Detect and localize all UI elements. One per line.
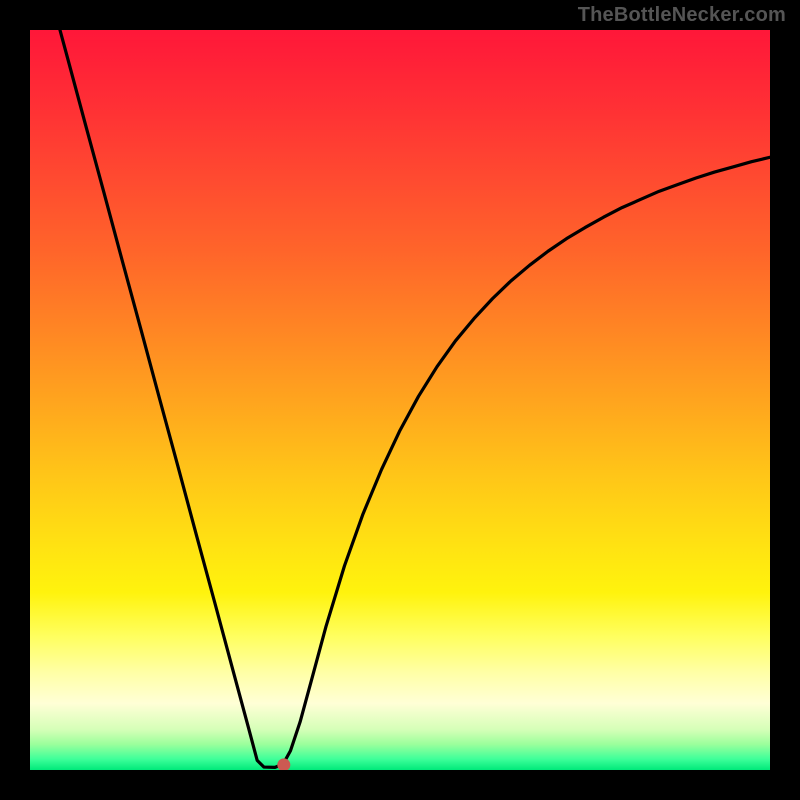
plot-background bbox=[30, 30, 770, 770]
plot-svg bbox=[30, 30, 770, 770]
plot-area bbox=[30, 30, 770, 770]
watermark-text: TheBottleNecker.com bbox=[578, 4, 786, 27]
chart-container: TheBottleNecker.com bbox=[0, 0, 800, 800]
